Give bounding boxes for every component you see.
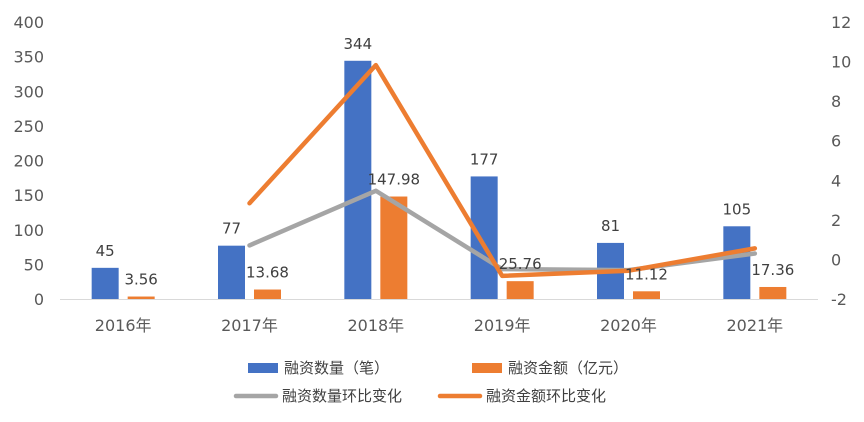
line-amount-change bbox=[247, 62, 758, 279]
axes-layer: 0 50 100 150 200 250 300 350 400 -2 0 2 4 6 8 10 12 2016年… bbox=[13, 13, 851, 335]
legend-item-amount: 融资金额（亿元） bbox=[472, 359, 628, 377]
right-y-tick-label: 2 bbox=[831, 211, 841, 230]
data-label-count: 105 bbox=[723, 200, 752, 218]
x-tick-label: 2019年 bbox=[474, 316, 531, 335]
right-y-tick-label: -2 bbox=[831, 290, 847, 309]
bar-amount bbox=[380, 196, 408, 299]
data-label-amount: 25.76 bbox=[499, 255, 542, 273]
data-label-amount: 17.36 bbox=[751, 261, 794, 279]
legend: 融资数量（笔） 融资金额（亿元） 融资数量环比变化 融资金额环比变化 bbox=[233, 359, 628, 405]
left-y-tick-label: 300 bbox=[13, 82, 44, 101]
bar-count bbox=[218, 245, 245, 299]
data-label-count: 344 bbox=[344, 35, 373, 53]
left-y-tick-label: 350 bbox=[13, 48, 44, 67]
x-tick-label: 2021年 bbox=[726, 316, 783, 335]
left-y-tick-label: 150 bbox=[13, 186, 44, 205]
right-y-tick-label: 8 bbox=[831, 92, 841, 111]
lines-layer bbox=[247, 62, 758, 279]
x-tick-label: 2016年 bbox=[95, 316, 152, 335]
legend-item-count: 融资数量（笔） bbox=[248, 359, 389, 377]
bar-amount bbox=[127, 296, 155, 299]
legend-label: 融资数量环比变化 bbox=[282, 387, 402, 405]
legend-swatch bbox=[248, 363, 278, 373]
bar-amount bbox=[506, 281, 534, 299]
left-y-tick-label: 50 bbox=[24, 255, 44, 274]
bar-amount bbox=[633, 291, 660, 299]
bar-count bbox=[723, 226, 751, 299]
data-label-count: 77 bbox=[222, 220, 241, 238]
data-labels-layer: 45 77 344 177 81 105 3.56 13.68 147.98 25.76 11.12… bbox=[96, 35, 795, 289]
data-label-amount: 3.56 bbox=[124, 271, 157, 289]
bar-amount bbox=[254, 289, 281, 299]
bar-count bbox=[344, 60, 372, 299]
legend-label: 融资数量（笔） bbox=[284, 359, 389, 377]
left-y-tick-label: 200 bbox=[13, 152, 44, 171]
bar-count bbox=[470, 176, 498, 299]
x-tick-label: 2018年 bbox=[347, 316, 404, 335]
x-tick-label: 2020年 bbox=[600, 316, 657, 335]
data-label-amount: 13.68 bbox=[246, 264, 289, 282]
left-y-tick-label: 400 bbox=[13, 13, 44, 32]
legend-label: 融资金额环比变化 bbox=[486, 387, 606, 405]
right-y-tick-label: 0 bbox=[831, 250, 841, 269]
bar-count bbox=[91, 267, 119, 299]
data-label-amount: 147.98 bbox=[368, 171, 421, 189]
right-y-tick-label: 4 bbox=[831, 171, 841, 190]
left-y-tick-label: 100 bbox=[13, 221, 44, 240]
left-y-tick-label: 250 bbox=[13, 117, 44, 136]
right-y-tick-label: 6 bbox=[831, 132, 841, 151]
legend-label: 融资金额（亿元） bbox=[508, 359, 628, 377]
legend-item-amount-change: 融资金额环比变化 bbox=[437, 387, 606, 405]
data-label-count: 81 bbox=[601, 217, 620, 235]
data-label-count: 177 bbox=[470, 150, 499, 168]
legend-swatch bbox=[472, 363, 502, 373]
legend-item-count-change: 融资数量环比变化 bbox=[233, 387, 402, 405]
data-label-amount: 11.12 bbox=[625, 265, 668, 283]
bar-amount bbox=[759, 286, 787, 299]
left-y-tick-label: 0 bbox=[34, 290, 44, 309]
x-tick-label: 2017年 bbox=[221, 316, 278, 335]
data-label-count: 45 bbox=[96, 242, 115, 260]
right-y-tick-label: 12 bbox=[831, 13, 851, 32]
right-y-tick-label: 10 bbox=[831, 53, 851, 72]
